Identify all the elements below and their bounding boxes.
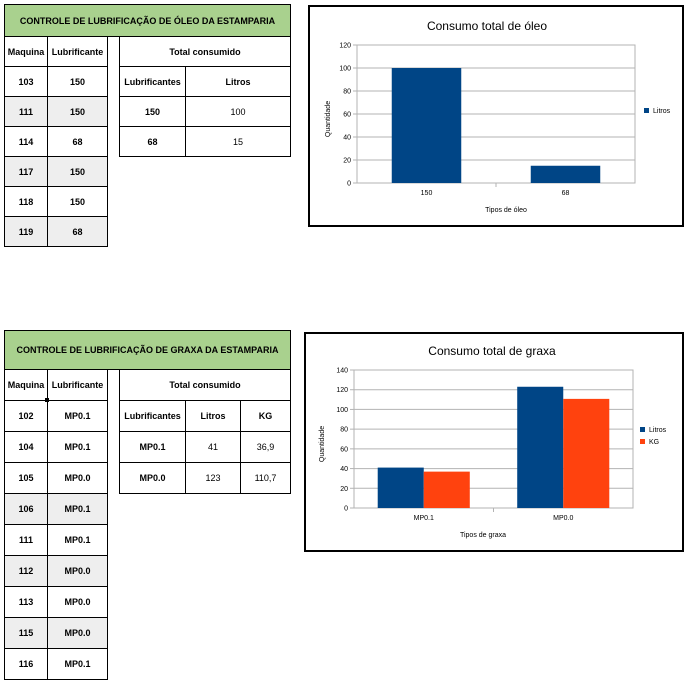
table-cell[interactable]: 150 [47, 66, 108, 97]
cell-selection-handle[interactable] [45, 398, 49, 402]
table-cell[interactable]: MP0.0 [47, 462, 108, 494]
table-cell[interactable]: 119 [4, 216, 48, 247]
y-tick-label: 0 [347, 181, 351, 188]
y-tick-label: 20 [343, 158, 351, 165]
table-cell[interactable]: 41 [185, 431, 241, 463]
x-tick-label: 68 [562, 190, 570, 197]
table-cell[interactable]: 68 [47, 216, 108, 247]
oil-chart[interactable]: Consumo total de óleo Tipos de óleo Quan… [308, 5, 684, 227]
bar [563, 398, 610, 508]
column-header-lubrificante: Lubrificante [47, 36, 108, 67]
table-cell[interactable]: 36,9 [239, 431, 292, 463]
x-axis-label: Tipos de graxa [460, 532, 506, 539]
oil-chart-svg: Consumo total de óleo Tipos de óleo Quan… [325, 19, 671, 214]
table-cell[interactable]: MP0.1 [47, 493, 108, 525]
y-tick-label: 0 [344, 506, 348, 513]
legend-label: Litros [653, 108, 671, 115]
oil-machine-table: Maquina Lubrificante 103 150 111 150 114 68… [4, 36, 108, 247]
bar [391, 68, 462, 183]
y-tick-label: 60 [340, 446, 348, 453]
table-cell[interactable]: 115 [4, 617, 48, 649]
table-cell[interactable]: MP0.0 [47, 586, 108, 618]
x-axis-label: Tipos de óleo [485, 207, 527, 214]
y-axis-label: Quantidade [319, 426, 326, 462]
y-tick-label: 120 [336, 387, 348, 394]
table-cell[interactable]: 116 [4, 648, 48, 680]
table-cell[interactable]: 102 [4, 400, 48, 432]
legend-swatch [640, 439, 645, 444]
table-cell[interactable]: MP0.0 [119, 462, 186, 494]
x-tick-label: MP0.1 [414, 515, 434, 522]
table-cell[interactable]: MP0.1 [47, 524, 108, 556]
legend-swatch [644, 108, 649, 113]
table-cell[interactable]: 118 [4, 186, 48, 217]
grease-table-title: CONTROLE DE LUBRIFICAÇÃO DE GRAXA DA EST… [4, 330, 291, 370]
table-cell[interactable]: MP0.1 [47, 400, 108, 432]
table-cell[interactable]: 100 [185, 96, 291, 127]
table-cell[interactable]: 112 [4, 555, 48, 587]
x-tick-label: MP0.0 [553, 515, 573, 522]
table-cell[interactable]: 105 [4, 462, 48, 494]
bar [377, 467, 424, 508]
column-header-kg: KG [239, 400, 292, 432]
column-header-maquina: Maquina [4, 369, 48, 401]
grease-chart-svg: Consumo total de graxa Tipos de graxa Qu… [319, 344, 667, 539]
table-cell[interactable]: 117 [4, 156, 48, 187]
total-consumido-header: Total consumido [118, 369, 292, 401]
y-tick-label: 140 [336, 368, 348, 375]
table-cell[interactable]: 113 [4, 586, 48, 618]
y-tick-label: 20 [340, 486, 348, 493]
table-cell[interactable]: 110,7 [239, 462, 292, 494]
table-cell[interactable]: 150 [47, 96, 108, 127]
column-header-lubrificantes: Lubrificantes [119, 66, 186, 97]
table-cell[interactable]: MP0.1 [119, 431, 186, 463]
table-cell[interactable]: 123 [185, 462, 241, 494]
y-tick-label: 40 [340, 466, 348, 473]
y-tick-label: 60 [343, 112, 351, 119]
chart-title: Consumo total de óleo [427, 19, 547, 33]
grease-machine-table: Maquina Lubrificante 102 MP0.1 104 MP0.1 1… [4, 369, 108, 680]
table-cell[interactable]: 15 [185, 126, 291, 157]
legend-label: Litros [649, 427, 667, 434]
y-axis-label: Quantidade [325, 101, 332, 137]
y-tick-label: 100 [339, 66, 351, 73]
bar [530, 165, 601, 183]
total-consumido-header: Total consumido [119, 36, 291, 67]
table-cell[interactable]: MP0.0 [47, 555, 108, 587]
grease-total-table: Total consumido Lubrificantes Litros KG … [118, 369, 292, 494]
table-cell[interactable]: 68 [119, 126, 186, 157]
table-cell[interactable]: 104 [4, 431, 48, 463]
y-tick-label: 80 [343, 89, 351, 96]
table-cell[interactable]: 150 [47, 156, 108, 187]
table-cell[interactable]: 111 [4, 96, 48, 127]
column-header-lubrificante: Lubrificante [47, 369, 108, 401]
table-cell[interactable]: MP0.0 [47, 617, 108, 649]
table-cell[interactable]: 114 [4, 126, 48, 157]
table-cell[interactable]: 150 [119, 96, 186, 127]
y-tick-label: 40 [343, 135, 351, 142]
oil-total-table: Total consumido Lubrificantes Litros 150… [119, 36, 291, 157]
table-cell[interactable]: MP0.1 [47, 431, 108, 463]
y-tick-label: 80 [340, 427, 348, 434]
table-cell[interactable]: 111 [4, 524, 48, 556]
bar [423, 471, 470, 508]
column-header-litros: Litros [185, 400, 241, 432]
table-cell[interactable]: 68 [47, 126, 108, 157]
grease-chart[interactable]: Consumo total de graxa Tipos de graxa Qu… [304, 332, 684, 552]
column-header-lubrificantes: Lubrificantes [119, 400, 186, 432]
table-cell[interactable]: 103 [4, 66, 48, 97]
column-header-litros: Litros [185, 66, 291, 97]
table-cell[interactable]: MP0.1 [47, 648, 108, 680]
column-header-maquina: Maquina [4, 36, 48, 67]
chart-title: Consumo total de graxa [428, 344, 556, 358]
bar [517, 386, 564, 508]
table-cell[interactable]: 150 [47, 186, 108, 217]
x-tick-label: 150 [421, 190, 433, 197]
y-tick-label: 120 [339, 43, 351, 50]
table-cell[interactable]: 106 [4, 493, 48, 525]
oil-table-title: CONTROLE DE LUBRIFICAÇÃO DE ÓLEO DA ESTA… [4, 4, 291, 37]
legend-swatch [640, 427, 645, 432]
legend-label: KG [649, 439, 659, 446]
y-tick-label: 100 [336, 407, 348, 414]
